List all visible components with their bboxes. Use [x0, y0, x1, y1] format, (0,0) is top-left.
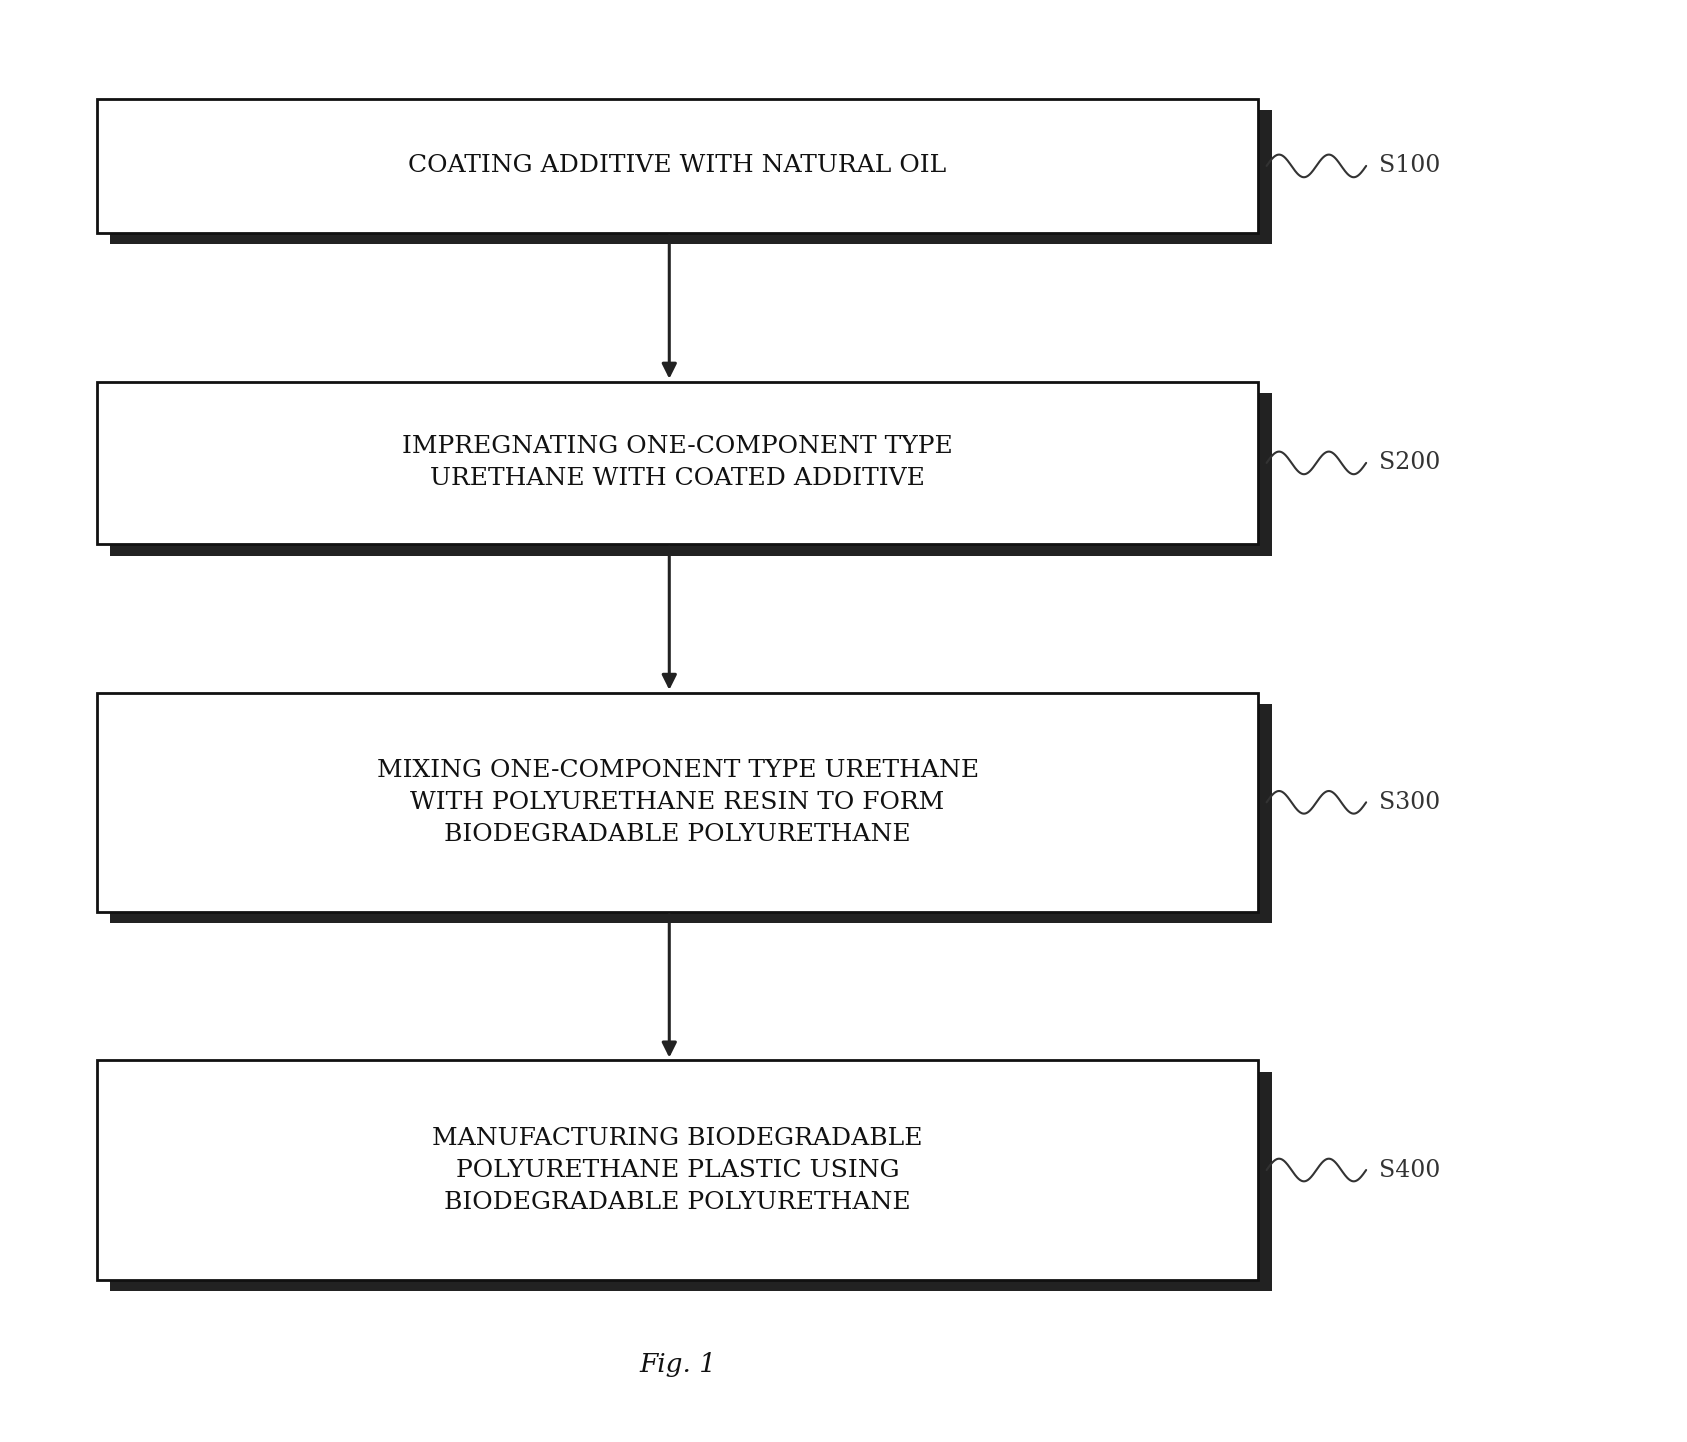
Bar: [110, 1071, 1272, 1291]
Bar: [110, 110, 1272, 244]
Bar: [96, 382, 1259, 544]
Bar: [96, 692, 1259, 911]
Text: MANUFACTURING BIODEGRADABLE
POLYURETHANE PLASTIC USING
BIODEGRADABLE POLYURETHAN: MANUFACTURING BIODEGRADABLE POLYURETHANE…: [432, 1126, 923, 1214]
Bar: [110, 392, 1272, 555]
Text: Fig. 1: Fig. 1: [639, 1353, 715, 1377]
Text: COATING ADDITIVE WITH NATURAL OIL: COATING ADDITIVE WITH NATURAL OIL: [408, 154, 946, 177]
Bar: [96, 98, 1259, 234]
Text: IMPREGNATING ONE-COMPONENT TYPE
URETHANE WITH COATED ADDITIVE: IMPREGNATING ONE-COMPONENT TYPE URETHANE…: [402, 435, 953, 490]
Text: S300: S300: [1380, 790, 1441, 813]
Text: S100: S100: [1380, 154, 1441, 177]
Text: S400: S400: [1380, 1158, 1441, 1181]
Bar: [110, 704, 1272, 923]
Text: S200: S200: [1380, 451, 1441, 474]
Text: MIXING ONE-COMPONENT TYPE URETHANE
WITH POLYURETHANE RESIN TO FORM
BIODEGRADABLE: MIXING ONE-COMPONENT TYPE URETHANE WITH …: [376, 758, 978, 846]
Bar: [96, 1060, 1259, 1279]
